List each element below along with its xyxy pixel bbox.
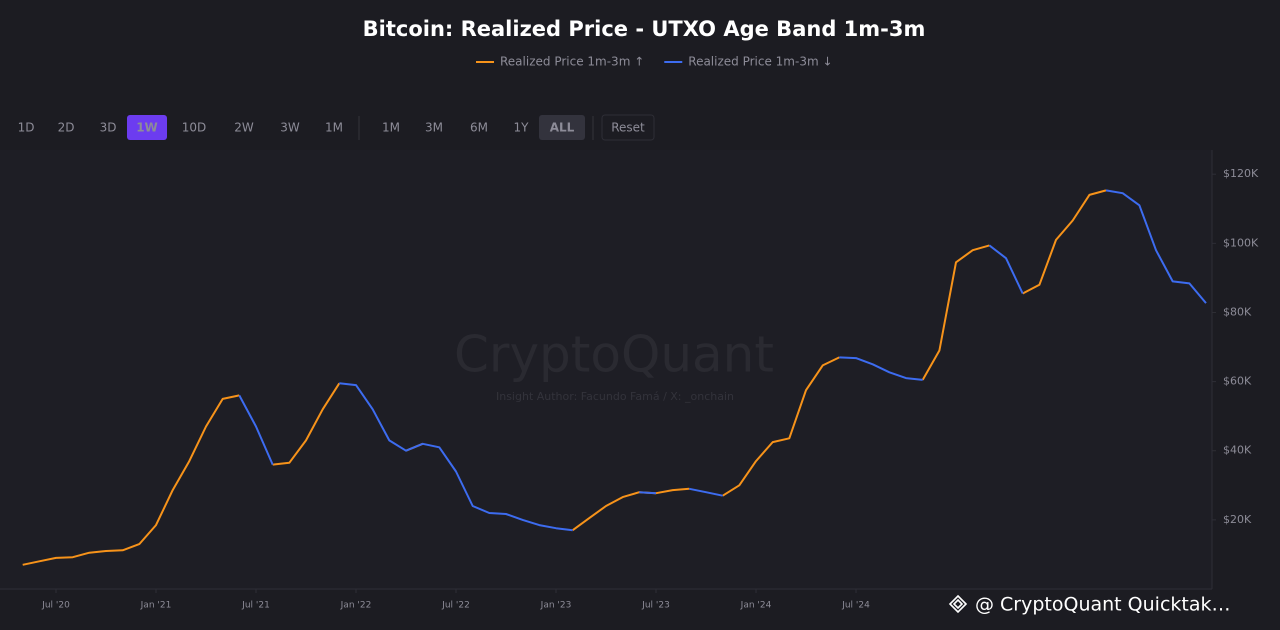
footer-text: @ CryptoQuant Quicktak… <box>975 594 1231 616</box>
y-tick-label: $40K <box>1223 444 1252 457</box>
button[interactable]: 6M <box>470 121 488 135</box>
lines <box>22 189 1207 566</box>
y-tick-label: $120K <box>1223 167 1259 180</box>
watermark: CryptoQuant <box>454 326 774 384</box>
y-tick-label: $60K <box>1223 375 1252 388</box>
button[interactable]: 2W <box>234 121 254 135</box>
series-line <box>238 189 1207 532</box>
legend-label[interactable]: Realized Price 1m-3m ↑ <box>500 55 644 69</box>
toolbar: 1D 2D 3D 1W 10D 2W 3W 1M 1M 3M 6M 1Y ALL Reset <box>18 114 655 141</box>
button-active <box>539 115 585 140</box>
x-tick-label: Jul '24 <box>841 601 870 611</box>
legend: Realized Price 1m-3m ↑ Realized Price 1m-… <box>476 55 833 69</box>
y-tick-label: $20K <box>1223 513 1252 526</box>
button[interactable]: 1W <box>136 121 158 135</box>
axes: $20K $40K $60K $80K $100K $120K Jul '20 Jan '21… <box>0 150 1259 611</box>
legend-label[interactable]: Realized Price 1m-3m ↓ <box>688 55 832 69</box>
button[interactable]: 3D <box>100 121 117 135</box>
button[interactable]: 2D <box>58 121 75 135</box>
button[interactable]: 3M <box>425 121 443 135</box>
x-tick-label: Jan '22 <box>340 601 372 611</box>
x-tick-label: Jul '21 <box>241 601 270 611</box>
chart-title: Bitcoin: Realized Price - UTXO Age Band … <box>363 17 926 41</box>
x-tick-label: Jan '23 <box>540 601 572 611</box>
x-tick-label: Jan '21 <box>140 601 172 611</box>
button[interactable]: 10D <box>182 121 207 135</box>
button[interactable]: 3W <box>280 121 300 135</box>
button[interactable]: 1Y <box>514 121 530 135</box>
y-tick-label: $80K <box>1223 305 1252 318</box>
x-tick-label: Jul '20 <box>41 601 70 611</box>
plot-area <box>0 150 1212 590</box>
reset-frame <box>601 114 655 141</box>
x-tick-label: Jul '23 <box>641 601 670 611</box>
footer-icon <box>948 594 968 614</box>
button-active <box>127 115 167 140</box>
button[interactable]: ALL <box>550 121 575 135</box>
button[interactable]: 1D <box>18 121 35 135</box>
x-tick-label: Jan '24 <box>740 601 772 611</box>
button[interactable]: 1M <box>382 121 400 135</box>
reset-button[interactable]: Reset <box>611 121 645 135</box>
button[interactable]: 1M <box>325 121 343 135</box>
x-tick-label: Jul '22 <box>441 601 470 611</box>
watermark-subtitle: Insight Author: Facundo Famá / X: _oncha… <box>496 390 734 403</box>
y-tick-label: $100K <box>1223 236 1259 249</box>
